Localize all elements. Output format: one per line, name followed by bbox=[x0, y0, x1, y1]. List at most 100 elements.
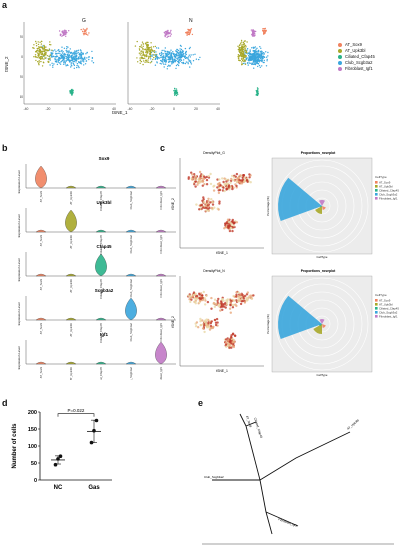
density-point bbox=[231, 220, 234, 223]
density-point bbox=[205, 323, 208, 326]
density-point bbox=[229, 303, 232, 306]
rose-grid-ring bbox=[275, 159, 369, 253]
tsne-point bbox=[84, 33, 86, 35]
tsne-point bbox=[142, 45, 144, 47]
tsne-point bbox=[54, 49, 56, 51]
violin-shape bbox=[95, 229, 107, 233]
tsne-point bbox=[238, 48, 241, 50]
tsne-point bbox=[55, 60, 58, 62]
density-point bbox=[231, 332, 235, 335]
tsne-point bbox=[145, 50, 147, 52]
density-point bbox=[239, 302, 243, 306]
tsne-point bbox=[243, 40, 246, 42]
tsne-point bbox=[256, 51, 258, 53]
tsne-point bbox=[254, 58, 256, 60]
y-tick-label: 200 bbox=[28, 410, 37, 416]
tsne-point bbox=[75, 57, 78, 59]
tsne-point bbox=[41, 46, 44, 49]
tsne-point bbox=[262, 57, 264, 59]
density-point bbox=[206, 209, 210, 212]
tsne-point bbox=[244, 63, 247, 65]
density-point bbox=[210, 206, 214, 210]
violin-row-Cfap45: Cfap45 Expression Level AT_Sox9 AT_Upk3bl Ci… bbox=[17, 244, 176, 299]
tsne-plot-2 bbox=[237, 27, 269, 97]
density-point bbox=[199, 320, 202, 323]
density-point bbox=[215, 317, 219, 321]
tsne-point bbox=[264, 27, 266, 30]
tsne-point bbox=[241, 48, 243, 51]
density-point bbox=[225, 180, 228, 183]
legend-swatch bbox=[338, 67, 342, 71]
tsne-point bbox=[238, 59, 240, 61]
tsne-point bbox=[77, 58, 79, 60]
density-point bbox=[214, 321, 218, 324]
density-point bbox=[226, 218, 230, 221]
category-label: AT_Upk3bl bbox=[69, 279, 73, 293]
tsne-point bbox=[244, 60, 246, 62]
tsne-point bbox=[68, 30, 70, 32]
tsne-point bbox=[65, 55, 67, 58]
density-point bbox=[204, 320, 207, 324]
tsne-point bbox=[43, 44, 45, 47]
tsne-point bbox=[179, 55, 181, 58]
tsne-point bbox=[62, 31, 64, 34]
tsne-point bbox=[164, 50, 167, 52]
tsne-point bbox=[252, 53, 254, 55]
density-point bbox=[200, 203, 204, 207]
tsne-point bbox=[168, 56, 170, 59]
tsne-point bbox=[159, 52, 161, 55]
tsne-point bbox=[47, 49, 50, 52]
tsne-point bbox=[167, 29, 169, 32]
tsne-point bbox=[255, 54, 257, 56]
density-point bbox=[237, 291, 240, 294]
tsne-point bbox=[192, 60, 195, 62]
tsne-point bbox=[238, 56, 240, 58]
tsne-point bbox=[154, 55, 157, 58]
tsne-point bbox=[138, 52, 141, 54]
tsne-point bbox=[265, 56, 268, 58]
tsne-point bbox=[199, 56, 201, 59]
category-label: Ciliated_Cfap45 bbox=[99, 191, 103, 211]
tsne-point bbox=[163, 53, 165, 55]
tsne-point bbox=[181, 51, 183, 54]
tsne-point bbox=[175, 50, 177, 52]
tsne-point bbox=[40, 52, 42, 54]
x-tick-label: NC bbox=[54, 485, 63, 491]
rose-legend-swatch bbox=[375, 185, 378, 188]
tsne-point bbox=[79, 49, 82, 51]
tsne-point bbox=[154, 64, 157, 66]
tsne-point bbox=[37, 52, 39, 54]
category-label: AT_Sox9 bbox=[39, 279, 43, 291]
density-point bbox=[198, 179, 202, 182]
tsne-point bbox=[62, 63, 65, 65]
tsne-point bbox=[70, 64, 72, 66]
tsne-point bbox=[255, 48, 257, 50]
tsne-point bbox=[187, 33, 190, 36]
density-point bbox=[217, 191, 221, 195]
tsne-point bbox=[147, 61, 150, 63]
tsne-point bbox=[40, 40, 43, 43]
density-point bbox=[231, 229, 234, 233]
tsne-point bbox=[163, 49, 165, 52]
tsne-point bbox=[189, 60, 192, 62]
tsne-point bbox=[168, 32, 170, 35]
legend-item: Club_Scgb3a2 bbox=[338, 60, 375, 66]
tsne-point bbox=[87, 34, 89, 36]
density-point bbox=[235, 295, 238, 298]
tsne-point bbox=[166, 52, 169, 54]
density-point bbox=[207, 197, 210, 200]
density-point bbox=[199, 297, 203, 300]
rose-title: Proportions_roseplot bbox=[301, 151, 336, 155]
tsne-point bbox=[260, 56, 263, 59]
tsne-point bbox=[40, 60, 42, 63]
violin-shape bbox=[125, 273, 137, 277]
tsne-point bbox=[253, 35, 256, 37]
density-point bbox=[193, 173, 196, 176]
tsne-point bbox=[252, 54, 254, 56]
tsne-point bbox=[152, 46, 155, 48]
violin-row-Upk3bl: Upk3bl Expression Level AT_Sox9 AT_Upk3bl Ci… bbox=[17, 200, 176, 255]
tsne-point bbox=[63, 31, 66, 33]
tsne-point bbox=[75, 59, 77, 62]
tsne-point bbox=[43, 50, 45, 52]
tsne-point bbox=[69, 60, 71, 62]
